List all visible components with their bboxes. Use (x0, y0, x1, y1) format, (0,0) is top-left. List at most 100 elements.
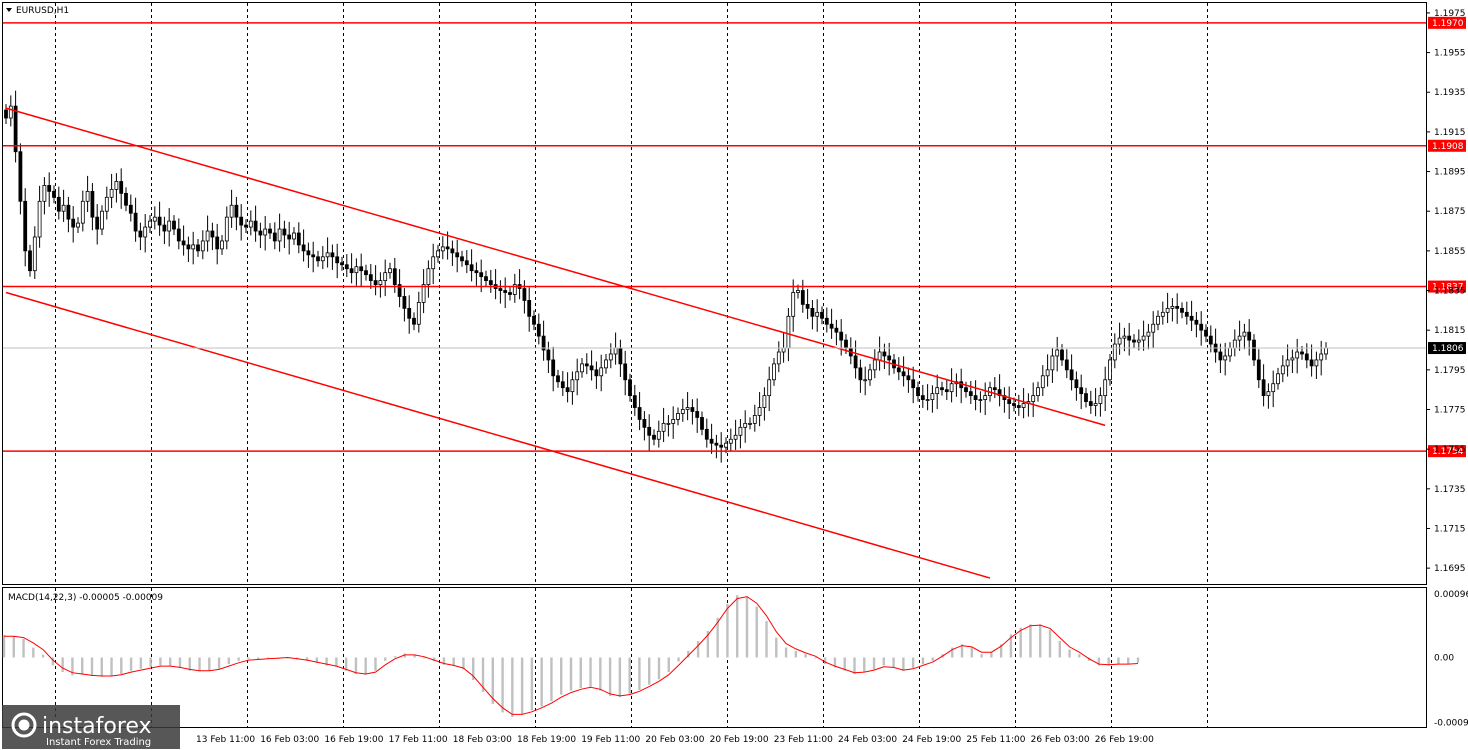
macd-bar (735, 595, 739, 658)
candle-body (248, 220, 253, 228)
macd-bar (1048, 629, 1052, 658)
candle-body (426, 268, 431, 285)
candle-body (320, 256, 325, 262)
candle-body (1165, 307, 1170, 313)
candle-body (700, 417, 704, 430)
macd-bar (2, 634, 6, 658)
candle-body (728, 438, 733, 444)
candle-body (805, 304, 810, 309)
macd-bar (765, 621, 768, 658)
candle-body (138, 230, 143, 238)
candle-body (392, 268, 397, 285)
candle-body (1045, 369, 1050, 377)
candle-body (858, 367, 863, 381)
level-price-box (1428, 139, 1466, 152)
macd-bar (745, 596, 749, 658)
candle-body (1021, 403, 1026, 408)
macd-bar (208, 657, 211, 671)
candle-body (690, 407, 695, 412)
macd-bar (823, 657, 827, 665)
candle-body (292, 232, 296, 240)
macd-bar (696, 640, 700, 658)
candle-body (1304, 353, 1309, 361)
candle-body (800, 290, 805, 305)
macd-bar (354, 657, 358, 675)
candle-body (1256, 359, 1261, 381)
candle-body (575, 371, 580, 381)
candle-body (100, 210, 104, 230)
macd-bar (462, 657, 465, 670)
candle-body (1204, 329, 1208, 337)
candle-body (1237, 335, 1242, 341)
candle-body (1012, 403, 1016, 406)
candle-body (402, 296, 407, 309)
y-tick-label: 1.1755 (1434, 445, 1466, 455)
candle-body (143, 226, 148, 238)
level-price-box (1428, 16, 1466, 29)
macd-bar (804, 654, 807, 658)
candle-body (628, 379, 632, 397)
macd-bar (452, 657, 455, 667)
y-tick-label: 1.1955 (1434, 49, 1466, 59)
macd-bar (569, 657, 573, 691)
candle-body (1228, 347, 1232, 357)
macd-bar (990, 652, 993, 658)
candle-body (8, 105, 13, 119)
y-tick-label: 1.1775 (1434, 406, 1466, 416)
candle-body (56, 196, 61, 212)
candle-body (724, 442, 728, 448)
candle-body (532, 315, 536, 325)
candle-body (738, 426, 743, 436)
candle-body (272, 232, 277, 242)
candle-body (1108, 359, 1112, 381)
candle-body (1036, 387, 1040, 397)
candle-body (637, 407, 642, 420)
candle-body (412, 317, 416, 325)
x-tick-label: 24 Feb 03:00 (838, 735, 897, 745)
candle-body (536, 323, 541, 337)
candle-body (1290, 357, 1295, 361)
candle-body (37, 200, 42, 238)
candle-body (973, 395, 978, 400)
candle-body (124, 192, 128, 206)
trend-channel (5, 107, 1106, 579)
candle-body (133, 212, 138, 232)
candle-body (176, 228, 181, 242)
candle-body (277, 228, 282, 242)
macd-bar (980, 654, 983, 658)
candle-body (268, 228, 272, 234)
level-price-label: 1.1970 (1432, 19, 1464, 29)
candle-body (1040, 375, 1045, 389)
candle-body (306, 250, 311, 256)
macd-label: MACD(14,22,3) -0.00005 -0.00009 (8, 593, 163, 603)
candle-body (647, 426, 652, 436)
candle-body (671, 419, 676, 424)
candle-body (128, 204, 133, 214)
candle-body (882, 351, 887, 357)
candle-body (474, 270, 479, 274)
y-tick-label: 1.1855 (1434, 247, 1466, 257)
candle-body (52, 190, 56, 198)
candle-body (618, 347, 623, 365)
candle-body (90, 190, 95, 218)
dropdown-triangle-icon[interactable] (6, 8, 12, 12)
candle-body (906, 375, 911, 381)
candle-body (935, 387, 940, 395)
level-price-box (1428, 445, 1466, 458)
macd-bar (423, 657, 426, 659)
x-tick-label: 20 Feb 03:00 (645, 735, 704, 745)
candle-body (1112, 343, 1117, 361)
macd-bar (1039, 624, 1042, 658)
macd-bar (71, 657, 74, 676)
candle-body (944, 389, 949, 393)
candle-body (868, 369, 872, 381)
macd-bar (833, 657, 837, 668)
candle-body (1156, 315, 1160, 325)
macd-bar (413, 654, 416, 658)
candle-body (560, 381, 565, 389)
grid-lines (55, 3, 1208, 727)
macd-bar (814, 657, 817, 659)
candle-body (714, 442, 719, 446)
macd-bar (51, 657, 55, 666)
candle-body (1031, 395, 1036, 402)
